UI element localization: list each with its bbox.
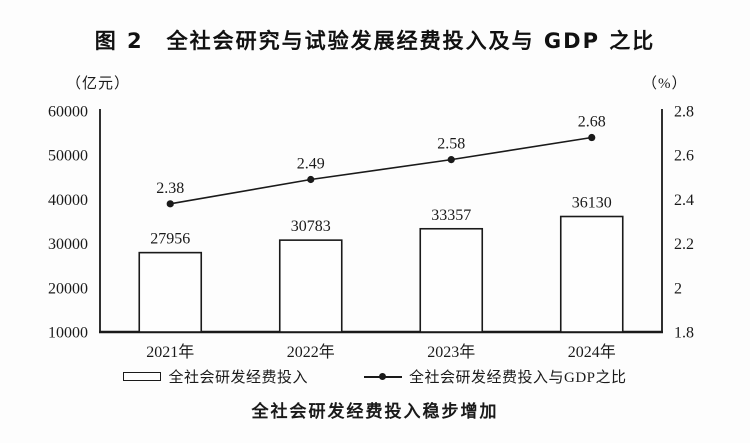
x-axis-category-label: 2021年 bbox=[146, 343, 194, 361]
line-point-2021年 bbox=[166, 200, 174, 208]
bar-2021年 bbox=[138, 251, 203, 333]
left-axis-tick-label: 40000 bbox=[48, 192, 88, 209]
line-point-2022年 bbox=[307, 175, 315, 184]
bar-value-label: 27956 bbox=[150, 231, 190, 248]
line-point-label: 2.38 bbox=[156, 180, 184, 197]
line-point-2023年 bbox=[447, 156, 455, 164]
line-point-label: 2.68 bbox=[578, 114, 606, 131]
line-point-2024年 bbox=[588, 133, 596, 142]
x-axis-category-label: 2023年 bbox=[427, 343, 475, 361]
chart-legend: 全社会研发经费投入 全社会研发经费投入与GDP之比 bbox=[0, 366, 750, 387]
bar-2022年 bbox=[278, 239, 343, 333]
left-axis-tick-label: 30000 bbox=[48, 236, 88, 253]
right-axis-tick-label: 2.2 bbox=[674, 236, 694, 253]
left-axis-tick-label: 60000 bbox=[48, 104, 88, 121]
left-axis-tick-label: 20000 bbox=[48, 280, 88, 297]
legend-line-label: 全社会研发经费投入与GDP之比 bbox=[409, 370, 627, 386]
x-axis-category-label: 2022年 bbox=[287, 343, 335, 361]
figure-title: 图 2 全社会研究与试验发展经费投入及与 GDP 之比 bbox=[94, 29, 656, 53]
bar-value-label: 36130 bbox=[572, 195, 612, 212]
right-axis-tick-label: 1.8 bbox=[674, 325, 694, 342]
line-point-label: 2.58 bbox=[437, 136, 465, 153]
right-axis-tick-label: 2 bbox=[674, 280, 682, 297]
legend-bar-label: 全社会研发经费投入 bbox=[168, 370, 308, 386]
legend-item-bar-series: 全社会研发经费投入 bbox=[123, 366, 308, 387]
right-axis-tick-label: 2.6 bbox=[674, 148, 694, 165]
legend-item-line-series: 全社会研发经费投入与GDP之比 bbox=[364, 366, 627, 387]
bar-2023年 bbox=[419, 227, 484, 333]
bar-value-label: 33357 bbox=[431, 207, 471, 224]
line-series-marker-icon bbox=[364, 372, 402, 381]
right-axis-tick-label: 2.8 bbox=[674, 104, 694, 121]
line-point-label: 2.49 bbox=[297, 156, 325, 173]
left-axis-tick-label: 10000 bbox=[48, 325, 88, 342]
right-axis-tick-label: 2.4 bbox=[674, 192, 694, 209]
left-axis-unit-label: （亿元） bbox=[66, 76, 131, 92]
bar-series-swatch-icon bbox=[123, 372, 162, 381]
left-axis-tick-label: 50000 bbox=[48, 148, 88, 165]
x-axis-category-label: 2024年 bbox=[568, 343, 616, 361]
figure-caption: 全社会研发经费投入稳步增加 bbox=[251, 402, 499, 421]
gdp-ratio-line bbox=[170, 136, 592, 205]
right-axis-unit-label: （%） bbox=[642, 76, 688, 92]
bar-value-label: 30783 bbox=[291, 218, 331, 235]
bar-2024年 bbox=[559, 215, 624, 333]
